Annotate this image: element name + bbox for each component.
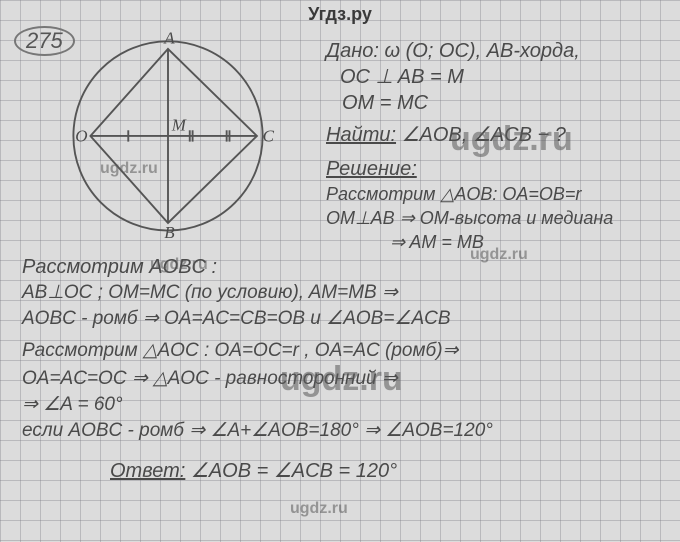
- solution-line: если AOBC - ромб ⇒ ∠A+∠AOB=180° ⇒ ∠AOB=1…: [22, 420, 493, 442]
- solution-line: Рассмотрим △AOC : OA=OC=r , OA=AC (ромб)…: [22, 340, 458, 362]
- solution-line: Ответ: ∠AOB = ∠ACB = 120°: [110, 460, 397, 483]
- solution-line: OM⊥AB ⇒ OM-высота и медиана: [326, 208, 613, 229]
- geometry-diagram: A B O C M: [56, 30, 280, 240]
- solution-line: AB⊥OC ; OM=MC (по условию), AM=MB ⇒: [22, 282, 398, 304]
- solution-line: ⇒ AM = MB: [390, 232, 484, 253]
- solution-line: OM = MC: [342, 92, 428, 115]
- solution-line: OA=AC=OC ⇒ △AOC - равносторонний ⇒: [22, 368, 398, 390]
- svg-text:B: B: [164, 223, 175, 240]
- svg-text:A: A: [163, 30, 175, 47]
- solution-line: ⇒ ∠A = 60°: [22, 394, 123, 416]
- svg-text:O: O: [75, 127, 87, 146]
- solution-line: Решение:: [326, 158, 417, 181]
- solution-line: Рассмотрим △AOB: OA=OB=r: [326, 184, 581, 205]
- diagram-svg: A B O C M: [56, 30, 280, 240]
- site-header: Угдз.ру: [0, 4, 680, 25]
- solution-line: Рассмотрим AOBC :: [22, 256, 217, 279]
- svg-text:M: M: [171, 115, 187, 134]
- svg-text:C: C: [263, 127, 275, 146]
- solution-line: Дано: ω (O; OC), AB-хорда,: [326, 40, 580, 63]
- solution-line: OC ⊥ AB = M: [340, 66, 464, 89]
- solution-line: Найти: ∠AOB, ∠ACB − ?: [326, 124, 566, 147]
- solution-line: AOBC - ромб ⇒ OA=AC=CB=OB и ∠AOB=∠ACB: [22, 308, 451, 330]
